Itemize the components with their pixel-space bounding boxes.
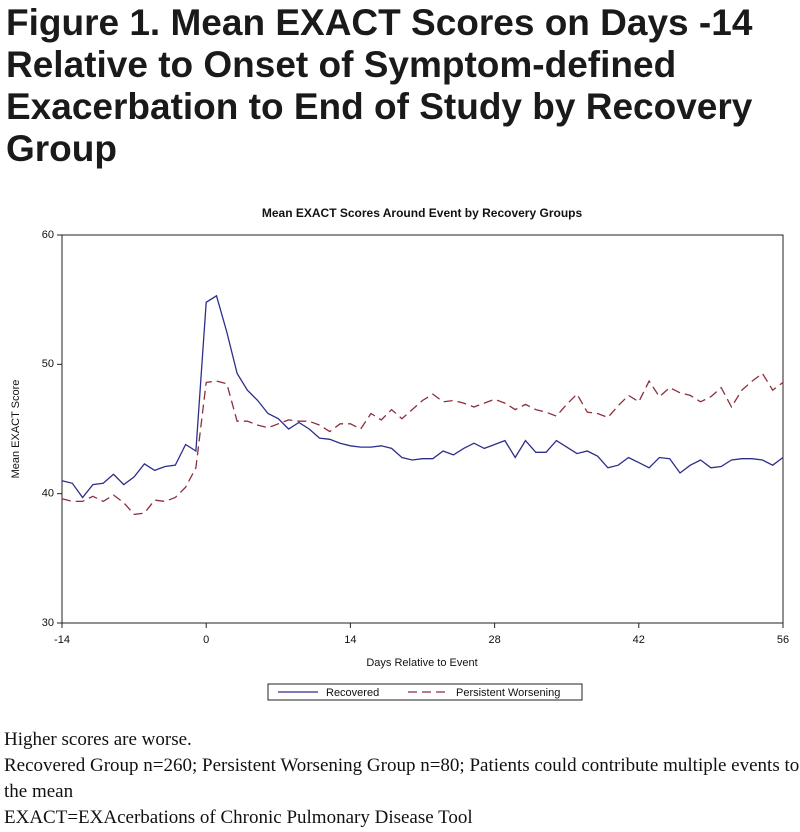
x-tick-label: 14: [344, 634, 356, 646]
note: Recovered Group n=260; Persistent Worsen…: [4, 755, 800, 802]
y-axis-label: Mean EXACT Score: [10, 380, 22, 479]
x-tick-label: -14: [54, 634, 70, 646]
chart-title: Mean EXACT Scores Around Event by Recove…: [262, 206, 583, 220]
y-tick-label: 60: [42, 229, 54, 241]
legend-box: [267, 683, 583, 701]
series-line: [61, 294, 784, 499]
note: EXACT=EXAcerbations of Chronic Pulmonary…: [4, 807, 473, 828]
y-tick-label: 50: [42, 358, 54, 370]
plot-frame: [61, 234, 784, 624]
legend-label: Recovered: [326, 687, 379, 699]
y-tick-label: 30: [42, 617, 54, 629]
legend-label: Persistent Worsening: [456, 687, 560, 699]
x-axis-label: Days Relative to Event: [366, 657, 477, 669]
series-line: [61, 372, 784, 516]
note: Higher scores are worse.: [4, 729, 192, 750]
figure-title: Figure 1. Mean EXACT Scores on Days -14 …: [6, 2, 753, 169]
chart: Mean EXACT Scores Around Event by Recove…: [10, 206, 789, 701]
y-tick-label: 40: [42, 488, 54, 500]
notes: Higher scores are worse. Recovered Group…: [4, 727, 800, 831]
x-tick-label: 0: [203, 634, 209, 646]
x-tick-label: 42: [633, 634, 645, 646]
x-tick-label: 28: [488, 634, 500, 646]
x-tick-label: 56: [777, 634, 789, 646]
